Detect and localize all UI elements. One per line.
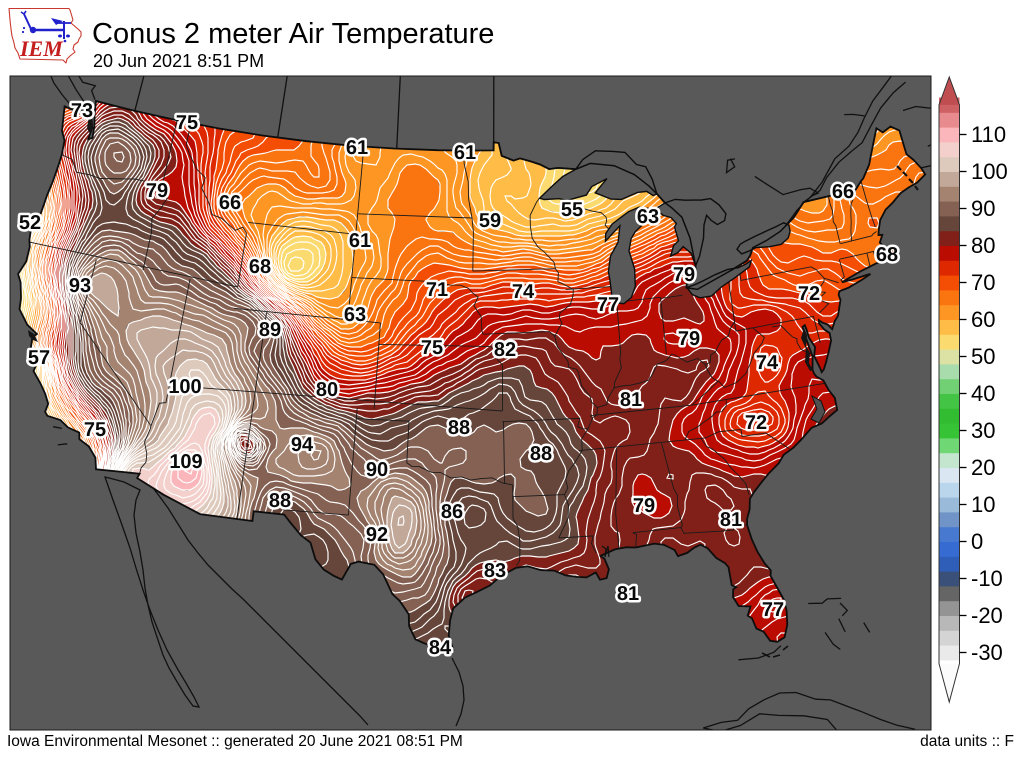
svg-text:66: 66 [832,181,854,203]
svg-text:80: 80 [316,379,338,401]
svg-text:Iowa Environmental Mesonet ::: Iowa Environmental Mesonet :: generated … [7,733,463,750]
svg-text:72: 72 [745,412,767,434]
svg-text:88: 88 [269,490,291,512]
svg-text:-30: -30 [971,640,1003,665]
svg-text:74: 74 [512,281,535,303]
svg-text:IEM: IEM [19,36,64,61]
svg-text:57: 57 [28,347,50,369]
svg-text:79: 79 [673,264,695,286]
svg-text:20 Jun 2021 8:51 PM: 20 Jun 2021 8:51 PM [93,51,264,71]
svg-text:100: 100 [971,159,1008,184]
svg-text:61: 61 [346,137,368,159]
svg-text:61: 61 [349,230,371,252]
svg-text:109: 109 [169,451,202,473]
svg-text:75: 75 [421,337,443,359]
svg-text:63: 63 [637,206,659,228]
svg-text:77: 77 [762,599,784,621]
svg-text:61: 61 [454,142,476,164]
svg-text:68: 68 [249,256,271,278]
svg-text:90: 90 [366,459,388,481]
svg-text:89: 89 [259,319,281,341]
svg-text:74: 74 [756,352,779,374]
svg-text:100: 100 [168,376,201,398]
svg-text:79: 79 [678,328,700,350]
svg-text:55: 55 [561,199,583,221]
svg-text:data units :: F: data units :: F [920,733,1014,750]
svg-text:79: 79 [633,495,655,517]
svg-text:84: 84 [429,637,452,659]
svg-text:77: 77 [597,294,619,316]
svg-text:81: 81 [617,583,639,605]
svg-text:52: 52 [19,212,41,234]
svg-text:70: 70 [971,270,995,295]
svg-text:68: 68 [876,244,898,266]
svg-text:-10: -10 [971,566,1003,591]
svg-text:86: 86 [441,501,463,523]
svg-text:79: 79 [146,180,168,202]
svg-text:50: 50 [971,344,995,369]
svg-text:-20: -20 [971,603,1003,628]
svg-text:94: 94 [291,434,314,456]
svg-text:20: 20 [971,455,995,480]
svg-text:90: 90 [971,196,995,221]
svg-text:93: 93 [69,275,91,297]
svg-text:73: 73 [71,100,93,122]
svg-text:81: 81 [620,389,642,411]
svg-text:10: 10 [971,492,995,517]
svg-text:75: 75 [176,112,198,134]
svg-text:82: 82 [494,339,516,361]
svg-text:88: 88 [530,443,552,465]
svg-text:88: 88 [448,417,470,439]
svg-text:92: 92 [366,524,388,546]
svg-text:59: 59 [479,210,501,232]
svg-text:71: 71 [426,279,448,301]
svg-text:63: 63 [344,304,366,326]
svg-text:75: 75 [84,419,106,441]
svg-text:83: 83 [484,560,506,582]
svg-text:66: 66 [219,192,241,214]
svg-text:80: 80 [971,233,995,258]
svg-text:40: 40 [971,381,995,406]
svg-text:0: 0 [971,529,983,554]
svg-text:Conus 2 meter Air Temperature: Conus 2 meter Air Temperature [92,18,494,50]
svg-text:110: 110 [971,122,1006,147]
svg-text:30: 30 [971,418,995,443]
svg-text:72: 72 [798,283,820,305]
svg-text:81: 81 [720,509,742,531]
svg-text:60: 60 [971,307,995,332]
